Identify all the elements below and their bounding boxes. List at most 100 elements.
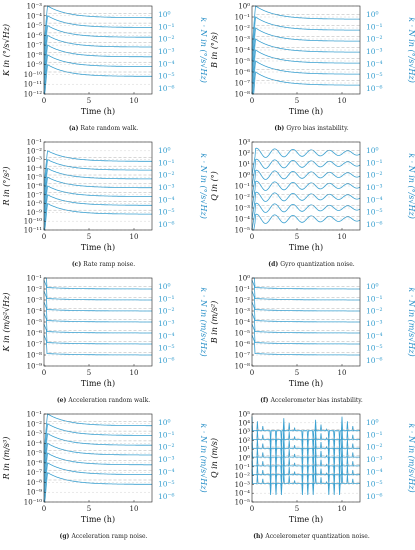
caption-g: (g) Acceleration ramp noise.	[59, 533, 147, 540]
right-axis-label-f: k · N in (m/s√Hz)	[407, 287, 415, 356]
series-line-h-5	[251, 460, 360, 487]
y-tick-label-a-4: 10⁻⁷	[27, 42, 43, 50]
axes-box-g	[43, 413, 153, 503]
series-line-d-1	[251, 158, 361, 187]
series-line-g-4	[43, 452, 152, 493]
y-tick-label-f-5: 10⁻⁵	[235, 330, 251, 338]
k-label-a-6: 10⁻⁶	[158, 84, 175, 93]
k-label-g-2: 10⁻²	[158, 443, 175, 452]
y-tick-label-a-3: 10⁻⁶	[27, 32, 43, 40]
k-label-h-1: 10⁻¹	[366, 430, 383, 439]
y-tick-label-d-8: 10⁻⁵	[235, 227, 251, 235]
series-line-e-2	[43, 291, 152, 312]
panel-h: 10⁰ 10⁻¹ 10⁻² 10⁻³ 10⁻⁴ 10⁻⁵ 10⁻⁶ 10⁵ 10⁴ 10³ 10² 1…	[208, 408, 415, 544]
series-line-d-2	[251, 169, 361, 198]
k-label-c-5: 10⁻⁵	[158, 208, 175, 217]
right-axis-label-d: k · N in (°/s√Hz)	[407, 153, 415, 219]
k-label-h-3: 10⁻³	[366, 455, 383, 464]
y-axis-label-g: R in (m/s³)	[2, 437, 11, 481]
y-tick-label-e-4: 10⁻⁵	[27, 319, 43, 327]
k-label-b-6: 10⁻⁶	[366, 84, 383, 93]
y-tick-label-c-7: 10⁻⁸	[27, 200, 43, 208]
y-tick-label-h-5: 10⁰	[238, 455, 250, 463]
y-axis-label-c: R in (°/s²)	[2, 166, 11, 206]
series-line-h-0	[251, 416, 360, 443]
caption-c: (c) Rate ramp noise.	[72, 261, 135, 268]
y-tick-label-d-2: 10¹	[238, 161, 250, 169]
y-tick-label-c-1: 10⁻²	[27, 147, 43, 155]
x-axis-label-e: Time (h)	[81, 379, 115, 388]
k-label-c-3: 10⁻³	[158, 183, 175, 192]
series-line-e-0	[44, 277, 152, 290]
series-line-c-4	[43, 185, 152, 222]
k-label-a-1: 10⁻¹	[158, 22, 175, 31]
y-tick-label-a-9: 10⁻¹²	[24, 91, 42, 99]
series-line-d-5	[251, 202, 361, 231]
x-tick-label-d-2: 10	[338, 233, 347, 241]
y-tick-label-g-1: 10⁻²	[27, 420, 43, 428]
grid-g	[44, 413, 152, 503]
k-label-h-0: 10⁰	[366, 418, 379, 427]
y-tick-label-f-7: 10⁻⁷	[235, 352, 251, 360]
series-line-h-1	[251, 425, 360, 452]
grid-c	[44, 141, 152, 231]
y-tick-label-h-10: 10⁻⁵	[235, 499, 251, 507]
x-tick-label-g-0: 0	[42, 505, 46, 513]
k-label-e-0: 10⁰	[158, 282, 171, 291]
panel-g: 10⁰ 10⁻¹ 10⁻² 10⁻³ 10⁻⁴ 10⁻⁵ 10⁻⁶ 10⁻¹ 10⁻² 10⁻³ 1…	[0, 408, 208, 544]
y-axis-label-b: B in (°/s)	[210, 32, 219, 69]
series-line-g-6	[44, 472, 152, 503]
series-line-f-0	[252, 277, 360, 290]
k-label-a-4: 10⁻⁴	[158, 59, 175, 68]
right-axis-label-c: k · N in (°/s√Hz)	[199, 153, 207, 219]
series-line-f-4	[251, 313, 360, 334]
k-label-g-5: 10⁻⁵	[158, 480, 175, 489]
caption-e: (e) Acceleration random walk.	[57, 397, 150, 404]
y-tick-label-c-4: 10⁻⁵	[27, 174, 43, 182]
k-label-h-5: 10⁻⁵	[366, 480, 383, 489]
series-line-f-6	[251, 335, 360, 356]
y-tick-label-b-1: 10⁻¹	[235, 14, 251, 22]
y-tick-label-h-3: 10²	[238, 437, 250, 445]
chart-h: 10⁰10⁻¹10⁻²10⁻³10⁻⁴10⁻⁵10⁻⁶10⁵10⁴10³10²1…	[210, 411, 415, 541]
right-axis-label-a: k · N in (°/s√Hz)	[199, 17, 207, 83]
y-tick-label-g-8: 10⁻⁹	[27, 489, 43, 497]
k-label-f-3: 10⁻³	[366, 319, 383, 328]
y-tick-label-b-6: 10⁻⁶	[235, 69, 251, 77]
x-axis-label-a: Time (h)	[81, 107, 115, 116]
y-tick-label-g-5: 10⁻⁶	[27, 459, 43, 467]
k-label-g-1: 10⁻¹	[158, 430, 175, 439]
y-tick-label-d-1: 10²	[238, 150, 250, 158]
k-label-h-6: 10⁻⁶	[366, 492, 383, 501]
y-tick-label-c-5: 10⁻⁶	[27, 183, 43, 191]
k-label-b-4: 10⁻⁴	[366, 59, 383, 68]
y-tick-label-e-5: 10⁻⁶	[27, 330, 43, 338]
series-line-g-5	[43, 462, 152, 503]
series-line-c-5	[43, 194, 152, 231]
y-tick-label-h-0: 10⁵	[238, 411, 250, 419]
x-axis-label-h: Time (h)	[289, 515, 323, 524]
y-tick-label-d-7: 10⁻⁴	[235, 216, 251, 224]
series-line-c-2	[43, 167, 152, 204]
y-tick-label-a-8: 10⁻¹¹	[24, 81, 42, 89]
chart-f: 10⁰ 10⁻¹ 10⁻² 10⁻³ 10⁻⁴ 10⁻⁵ 10⁻⁶ 10⁰ 10⁻¹ 10⁻² 10…	[210, 275, 415, 405]
x-tick-label-h-2: 10	[338, 505, 347, 513]
panel-e: 10⁰ 10⁻¹ 10⁻² 10⁻³ 10⁻⁴ 10⁻⁵ 10⁻⁶ 10⁻¹ 10⁻² 10⁻³ 1…	[0, 272, 208, 408]
k-label-f-5: 10⁻⁵	[366, 344, 383, 353]
k-label-g-0: 10⁰	[158, 418, 171, 427]
series-line-e-1	[43, 280, 152, 301]
x-axis-label-f: Time (h)	[289, 379, 323, 388]
series-line-a-0	[43, 5, 152, 46]
k-label-d-6: 10⁻⁶	[366, 220, 383, 229]
chart-c: 10⁰10⁻¹10⁻²10⁻³10⁻⁴10⁻⁵10⁻⁶10⁻¹10⁻²10⁻³1…	[2, 139, 208, 269]
y-tick-label-h-9: 10⁻⁴	[235, 490, 251, 498]
x-tick-label-b-0: 0	[250, 97, 254, 105]
k-label-d-0: 10⁰	[366, 146, 379, 155]
series-line-b-4	[251, 49, 360, 95]
k-label-g-6: 10⁻⁶	[158, 492, 175, 501]
series-line-d-4	[251, 191, 361, 220]
chart-d: 10⁰ 10⁻¹ 10⁻² 10⁻³ 10⁻⁴ 10⁻⁵ 10⁻⁶ 10³ 10² 10¹ 10⁰ 1…	[210, 139, 415, 269]
y-tick-label-g-7: 10⁻⁸	[27, 479, 43, 487]
k-label-b-1: 10⁻¹	[366, 22, 383, 31]
